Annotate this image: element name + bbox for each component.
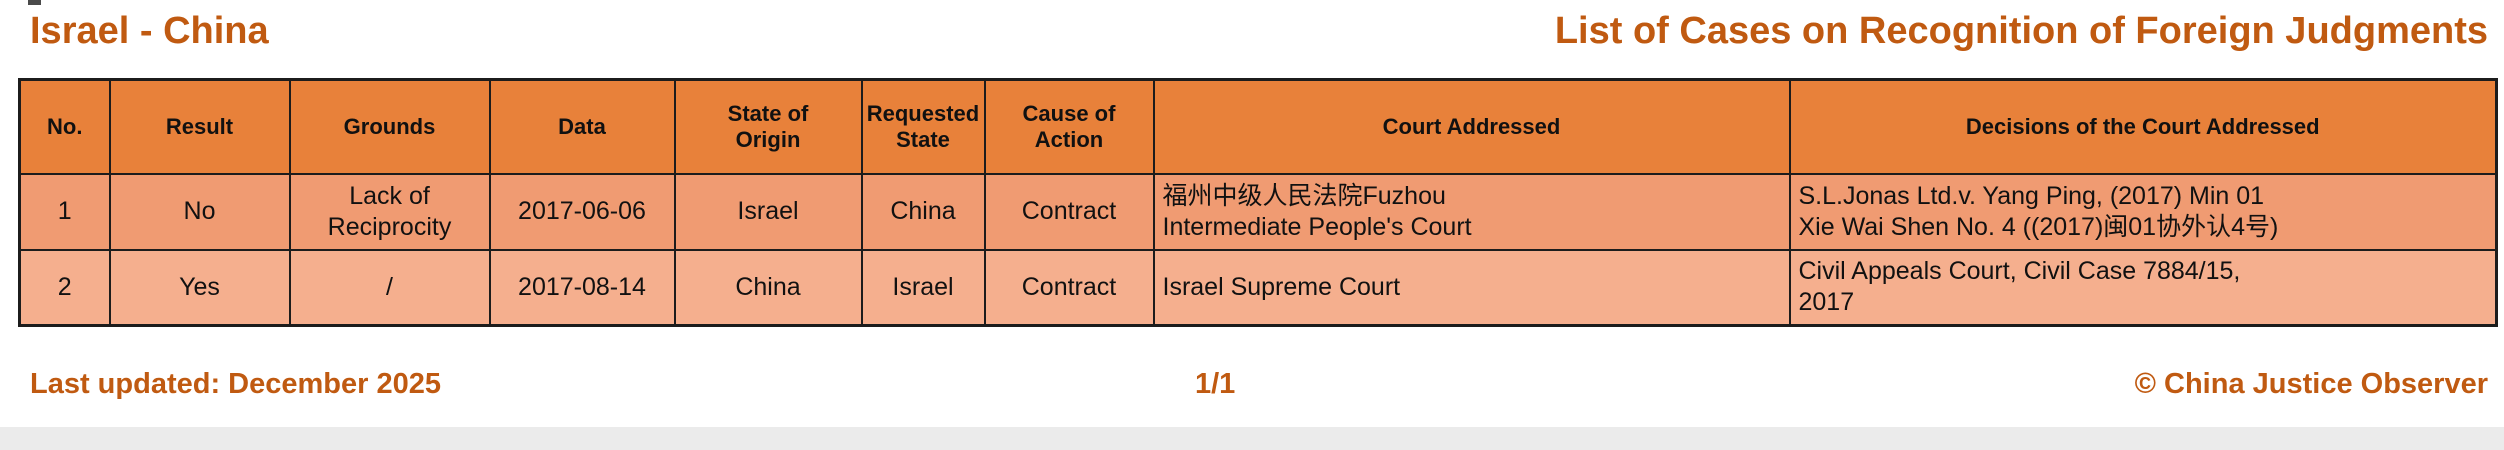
- table-cell: 2017-06-06: [488, 172, 676, 251]
- table-body: 1 No Lack of Reciprocity 2017-06-06 Israel Ch…: [18, 172, 2498, 327]
- table-cell: Yes: [108, 248, 291, 327]
- last-updated-label: Last updated: December 2025: [30, 368, 441, 400]
- copyright-label: © China Justice Observer: [2134, 368, 2488, 400]
- title-bar: Israel - China List of Cases on Recognit…: [30, 10, 2488, 54]
- table-cell: Civil Appeals Court, Civil Case 7884/15,…: [1788, 248, 2498, 327]
- column-header: Grounds: [288, 78, 491, 175]
- table-cell: Contract: [983, 172, 1155, 251]
- footer: Last updated: December 2025 1/1 © China …: [30, 368, 2488, 408]
- table-cell: /: [288, 248, 491, 327]
- cases-table: No. Result Grounds Data State of Origin Reque…: [18, 78, 2498, 327]
- table-cell: Contract: [983, 248, 1155, 327]
- table-cell: Israel: [860, 248, 986, 327]
- table-row: 2 Yes/2017-08-14 China Israel Contract Israel…: [18, 248, 2498, 327]
- column-header: Court Addressed: [1152, 78, 1791, 175]
- column-header: Cause of Action: [983, 78, 1155, 175]
- table-cell: Israel Supreme Court: [1152, 248, 1791, 327]
- table-cell: China: [673, 248, 863, 327]
- screen-artifact: [28, 0, 41, 5]
- page-number: 1/1: [1195, 368, 1236, 400]
- page-title-left: Israel - China: [30, 10, 269, 52]
- table-cell: 1: [18, 172, 111, 251]
- column-header: Data: [488, 78, 676, 175]
- page-title-right: List of Cases on Recognition of Foreign …: [1554, 10, 2488, 52]
- table-cell: Israel: [673, 172, 863, 251]
- column-header: Requested State: [860, 78, 986, 175]
- column-header: No.: [18, 78, 111, 175]
- column-header: State of Origin: [673, 78, 863, 175]
- table-cell: No: [108, 172, 291, 251]
- column-header: Result: [108, 78, 291, 175]
- table-cell: 2017-08-14: [488, 248, 676, 327]
- table-cell: Lack of Reciprocity: [288, 172, 491, 251]
- table-cell: China: [860, 172, 986, 251]
- table-cell: S.L.Jonas Ltd.v. Yang Ping, (2017) Min 0…: [1788, 172, 2498, 251]
- column-header: Decisions of the Court Addressed: [1788, 78, 2498, 175]
- table-cell: 2: [18, 248, 111, 327]
- bottom-band: [0, 427, 2504, 450]
- table-row: 1 No Lack of Reciprocity 2017-06-06 Israel Ch…: [18, 172, 2498, 251]
- table-cell: 福州中级人民法院Fuzhou Intermediate People's Cou…: [1152, 172, 1791, 251]
- table-header-row: No. Result Grounds Data State of Origin Reque…: [18, 78, 2498, 175]
